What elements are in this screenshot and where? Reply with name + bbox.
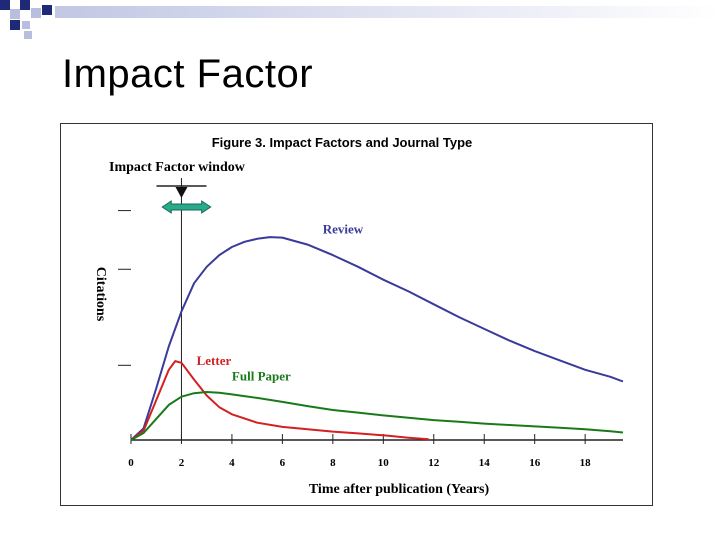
deco-square-dark: [10, 20, 20, 30]
x-tick-label: 18: [580, 457, 592, 469]
series-line-review: [130, 236, 624, 441]
deco-square-light: [10, 9, 20, 19]
x-tick-label: 16: [529, 457, 541, 469]
impact-factor-window-label: Impact Factor window: [109, 160, 246, 175]
window-down-arrow: [175, 187, 188, 198]
series-label-letter: Letter: [197, 353, 232, 368]
x-axis-label: Time after publication (Years): [309, 482, 490, 497]
x-tick-label: 14: [479, 457, 491, 469]
y-axis-label: Citations: [93, 267, 108, 322]
x-tick-label: 12: [428, 457, 440, 469]
x-tick-label: 4: [229, 457, 235, 469]
x-tick-label: 8: [330, 457, 336, 469]
deco-gradient-bar: [55, 6, 720, 18]
deco-square-light: [24, 31, 32, 39]
deco-square-dark: [42, 5, 52, 15]
series-label-review: Review: [323, 222, 364, 237]
slide-corner-decoration: [0, 0, 720, 39]
deco-square-light: [22, 21, 30, 29]
deco-square-light: [31, 8, 41, 18]
deco-square-dark: [20, 0, 30, 10]
x-tick-label: 2: [179, 457, 185, 469]
figure-frame: Figure 3. Impact Factors and Journal Typ…: [60, 123, 653, 506]
x-tick-label: 0: [128, 457, 134, 469]
x-tick-label: 6: [280, 457, 286, 469]
impact-factor-window-arrow: [161, 200, 212, 214]
slide-title: Impact Factor: [62, 52, 314, 96]
chart-title: Figure 3. Impact Factors and Journal Typ…: [212, 135, 473, 150]
series-label-full-paper: Full Paper: [232, 368, 291, 383]
x-tick-label: 10: [378, 457, 390, 469]
deco-square-dark: [0, 0, 10, 10]
series-line-full-paper: [130, 391, 624, 441]
series-line-letter: [130, 360, 429, 441]
impact-factor-chart: Figure 3. Impact Factors and Journal Typ…: [93, 135, 624, 497]
